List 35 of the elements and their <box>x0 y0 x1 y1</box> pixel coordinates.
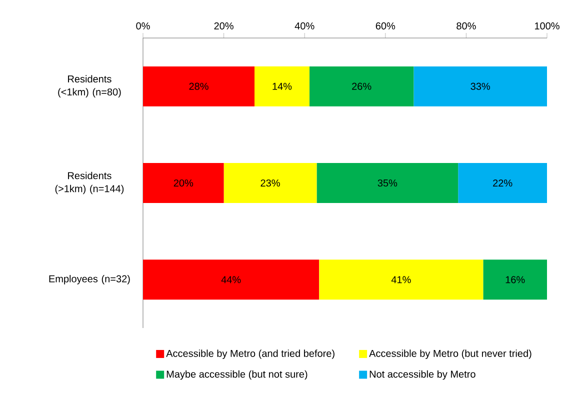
x-tick-label: 80% <box>456 22 476 30</box>
bar <box>483 260 548 300</box>
legend-label: Accessible by Metro (and tried before) <box>166 350 334 359</box>
bar <box>414 66 548 106</box>
data-label: 28% <box>189 82 208 90</box>
bar <box>143 163 224 204</box>
data-label: 33% <box>470 82 490 90</box>
legend-label: Not accessible by Metro <box>370 370 476 380</box>
data-label: 44% <box>221 276 241 284</box>
legend-label: Maybe accessible (but not sure) <box>166 370 308 380</box>
data-label: 14% <box>272 82 292 90</box>
data-label: 20% <box>174 179 194 187</box>
data-label: 23% <box>260 179 280 187</box>
bar <box>143 66 255 106</box>
bar <box>143 260 320 300</box>
y-tick-label: Employees (n=32) <box>49 275 130 284</box>
x-tick-label: 100% <box>534 22 560 30</box>
data-label: 22% <box>493 179 512 187</box>
x-tick-label: 60% <box>376 22 396 30</box>
data-label: 35% <box>378 179 398 187</box>
data-label: 41% <box>391 276 411 284</box>
x-tick-label: 20% <box>214 22 234 30</box>
bar <box>319 260 484 300</box>
y-tick-label: Residents (<1km) (n=80) <box>58 75 121 98</box>
data-label: 26% <box>352 82 372 90</box>
data-label: 16% <box>506 276 525 284</box>
y-tick-label: Residents (>1km) (n=144) <box>55 172 124 194</box>
x-tick-label: 0% <box>136 22 150 30</box>
bar <box>254 66 310 106</box>
legend-label: Accessible by Metro (but never tried) <box>369 350 532 359</box>
bar <box>458 163 548 204</box>
x-tick-label: 40% <box>294 22 314 30</box>
bar <box>309 66 414 106</box>
bar <box>224 163 317 204</box>
bar <box>316 163 458 204</box>
